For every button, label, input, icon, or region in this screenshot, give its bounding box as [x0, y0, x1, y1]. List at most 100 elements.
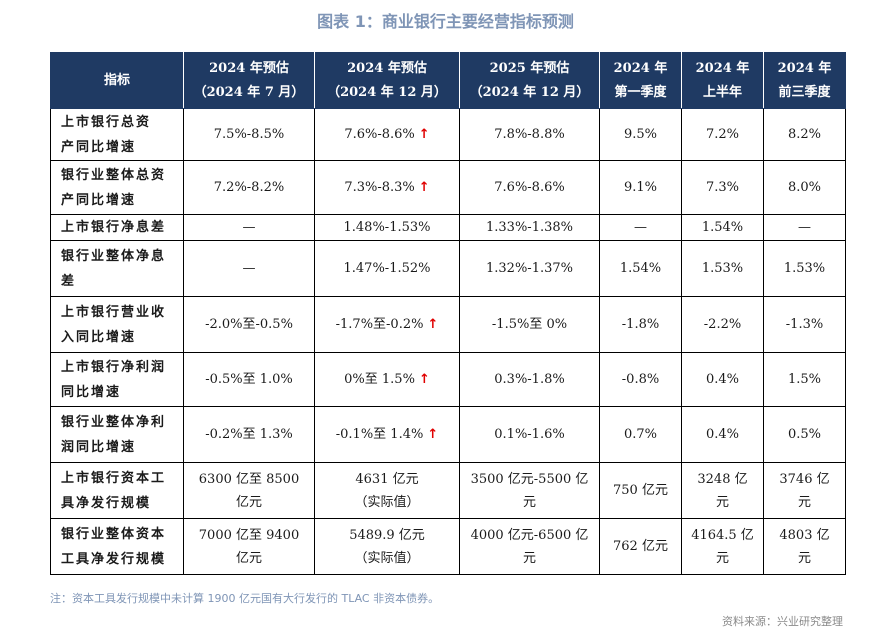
cell-text: 7.6%-8.6% — [494, 180, 565, 195]
header-cell-q1: 2024 年第一季度 — [599, 52, 682, 109]
value-cell: -0.8% — [599, 352, 682, 407]
up-arrow-icon: ↑ — [418, 127, 430, 142]
value-cell: 3248 亿元 — [681, 462, 764, 519]
value-cell: -2.2% — [681, 296, 764, 353]
cell-text: 1.33%-1.38% — [486, 220, 573, 235]
cell-text: 1.54% — [701, 220, 744, 235]
cell-text: 3500 亿元-5500 亿 — [470, 471, 589, 487]
table-row: 上市银行资本工 具净发行规模 6300 亿至 8500 亿元 4631 亿元 （实际值） 3… — [50, 462, 846, 519]
cell-text: 产同比增速 — [61, 192, 137, 208]
row-label-cell: 银行业整体总资 产同比增速 — [50, 160, 184, 215]
cell-text: 入同比增速 — [61, 329, 137, 345]
row-label-cell: 上市银行总资 产同比增速 — [50, 108, 184, 161]
value-cell: 4164.5 亿元 — [681, 518, 764, 575]
cell-text: 4631 亿元 — [355, 471, 419, 487]
value-cell: 1.53% — [681, 240, 764, 297]
header-cell-q3: 2024 年前三季度 — [763, 52, 846, 109]
cell-text: 元 — [522, 494, 536, 510]
cell-text: 具净发行规模 — [61, 495, 152, 511]
value-cell: -0.5%至 1.0% — [183, 352, 315, 407]
value-cell: 7.6%-8.6% ↑ — [314, 108, 460, 161]
cell-text: 9.1% — [623, 180, 658, 195]
cell-text: 4000 亿元-6500 亿 — [470, 527, 589, 543]
value-cell: 7.3% — [681, 160, 764, 215]
cell-text: 0.7% — [623, 427, 658, 442]
cell-text: 润同比增速 — [61, 439, 137, 455]
table-row: 银行业整体净息差 — 1.47%-1.52% 1.32%-1.37% 1.54% 1.53… — [50, 240, 846, 297]
table-row: 上市银行净利润 同比增速 -0.5%至 1.0% 0%至 1.5% ↑ 0.3%-1.8%… — [50, 352, 846, 407]
cell-text: 元 — [522, 550, 536, 566]
value-cell: -2.0%至-0.5% — [183, 296, 315, 353]
cell-text: 0.4% — [705, 427, 740, 442]
row-label-cell: 银行业整体资本 工具净发行规模 — [50, 518, 184, 575]
cell-text: 工具净发行规模 — [61, 551, 167, 567]
cell-text: 上市银行净利润 — [61, 359, 167, 375]
cell-text: 银行业整体资本 — [61, 526, 167, 542]
cell-text: 7.8%-8.8% — [494, 127, 565, 142]
cell-text: — — [634, 220, 647, 235]
cell-text: -1.7%至-0.2% — [335, 317, 424, 332]
value-cell: 4803 亿元 — [763, 518, 846, 575]
header-row: 指标 2024 年预估 （2024 年 7 月） 2024 年预估 （2024 年 … — [50, 52, 846, 109]
up-arrow-icon: ↑ — [418, 180, 430, 195]
cell-text: 1.5% — [787, 372, 822, 387]
value-cell: 1.33%-1.38% — [459, 214, 600, 241]
header-cell-2025: 2025 年预估 （2024 年 12 月） — [459, 52, 600, 109]
table-row: 银行业整体总资 产同比增速 7.2%-8.2% 7.3%-8.3% ↑ 7.6%-8.6%… — [50, 160, 846, 215]
value-cell: 6300 亿至 8500 亿元 — [183, 462, 315, 519]
table-row: 上市银行总资 产同比增速 7.5%-8.5% 7.6%-8.6% ↑ 7.8%-8.8% 9… — [50, 108, 846, 161]
cell-text: 0.1%-1.6% — [494, 427, 565, 442]
cell-text: 1.47%-1.52% — [343, 261, 431, 276]
header-cell-h1: 2024 年上半年 — [681, 52, 764, 109]
cell-text: 银行业整体净利 — [61, 414, 167, 430]
up-arrow-icon: ↑ — [418, 372, 430, 387]
cell-text: （实际值） — [354, 550, 420, 566]
row-label-cell: 上市银行资本工 具净发行规模 — [50, 462, 184, 519]
cell-text: 750 亿元 — [613, 483, 668, 498]
header-cell-2024-jul: 2024 年预估 （2024 年 7 月） — [183, 52, 315, 109]
cell-text: 7.2%-8.2% — [213, 180, 285, 195]
value-cell: -0.1%至 1.4% ↑ — [314, 406, 460, 463]
value-cell: -0.2%至 1.3% — [183, 406, 315, 463]
cell-text: 6300 亿至 8500 — [198, 471, 300, 487]
forecast-table: 指标 2024 年预估 （2024 年 7 月） 2024 年预估 （2024 年 … — [50, 52, 846, 575]
cell-text: 0%至 1.5% — [344, 372, 415, 387]
cell-text: 3248 亿 — [697, 471, 748, 487]
cell-text: 亿元 — [235, 550, 262, 566]
value-cell: 762 亿元 — [599, 518, 682, 575]
table-row: 银行业整体净利 润同比增速 -0.2%至 1.3% -0.1%至 1.4% ↑ 0.1%-… — [50, 406, 846, 463]
cell-text: 3746 亿 — [779, 471, 830, 487]
cell-text: 4803 亿 — [779, 527, 830, 543]
value-cell: 1.54% — [599, 240, 682, 297]
cell-text: 1.48%-1.53% — [343, 220, 431, 235]
value-cell: 1.47%-1.52% — [314, 240, 460, 297]
value-cell: 7.5%-8.5% — [183, 108, 315, 161]
cell-text: -2.2% — [703, 317, 742, 332]
value-cell: 5489.9 亿元 （实际值） — [314, 518, 460, 575]
value-cell: 1.48%-1.53% — [314, 214, 460, 241]
cell-text: 7.6%-8.6% — [344, 127, 415, 142]
cell-text: -0.5%至 1.0% — [205, 372, 293, 387]
value-cell: 9.5% — [599, 108, 682, 161]
cell-text: 0.3%-1.8% — [494, 372, 565, 387]
cell-text: 1.53% — [701, 261, 744, 276]
source-label: 资料来源：兴业研究整理 — [722, 615, 843, 628]
cell-text: -1.3% — [785, 317, 824, 332]
table-row: 上市银行营业收 入同比增速 -2.0%至-0.5% -1.7%至-0.2% ↑ -1.5%… — [50, 296, 846, 353]
cell-text: 9.5% — [623, 127, 658, 142]
row-label-cell: 上市银行净息差 — [50, 214, 184, 241]
cell-text: 上市银行资本工 — [61, 470, 167, 486]
row-label-cell: 银行业整体净息差 — [50, 240, 184, 297]
cell-text: — — [798, 220, 811, 235]
value-cell: 7000 亿至 9400 亿元 — [183, 518, 315, 575]
value-cell: — — [763, 214, 846, 241]
value-cell: 7.6%-8.6% — [459, 160, 600, 215]
value-cell: — — [183, 214, 315, 241]
row-label-cell: 银行业整体净利 润同比增速 — [50, 406, 184, 463]
cell-text: -1.8% — [621, 317, 660, 332]
cell-text: 1.53% — [783, 261, 826, 276]
value-cell: 0.4% — [681, 406, 764, 463]
up-arrow-icon: ↑ — [427, 427, 439, 442]
value-cell: 1.54% — [681, 214, 764, 241]
value-cell: 0.1%-1.6% — [459, 406, 600, 463]
